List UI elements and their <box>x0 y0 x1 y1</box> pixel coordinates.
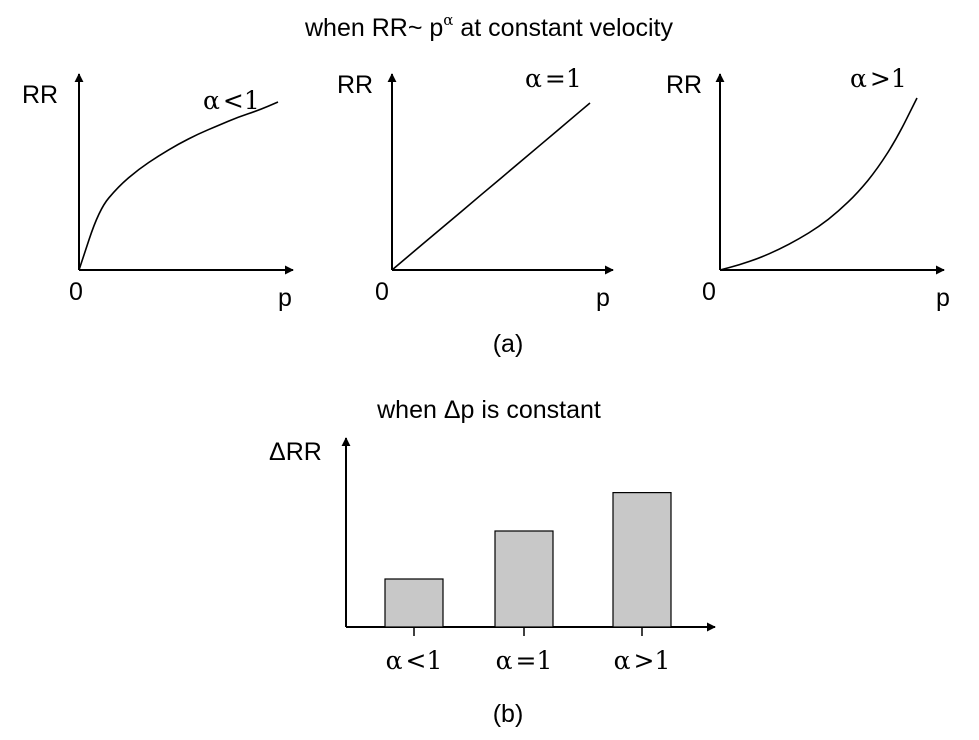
y-axis-label: RR <box>22 81 58 109</box>
origin-label: 0 <box>375 278 389 306</box>
bar <box>494 530 554 628</box>
panel-2: RR p 0 α =1 <box>337 64 614 312</box>
panel-1: RR p 0 α <1 <box>22 73 294 312</box>
series-line <box>78 101 279 271</box>
bar <box>384 578 444 628</box>
y-axis-label: RR <box>337 71 373 99</box>
x-axis-label: p <box>278 284 292 312</box>
alpha-annotation: α =1 <box>525 64 582 93</box>
bar <box>612 492 672 628</box>
x-tick-label: α >1 <box>614 646 671 675</box>
series-line <box>391 102 591 271</box>
y-axis-label: ΔRR <box>269 438 322 466</box>
x-axis-label: p <box>596 284 610 312</box>
origin-label: 0 <box>702 278 716 306</box>
title-b: when Δp is constant <box>376 396 601 424</box>
panel-3: RR p 0 α >1 <box>666 64 950 312</box>
origin-label: 0 <box>69 278 83 306</box>
caption-b: (b) <box>493 700 524 728</box>
bar-chart: ΔRR α <1 α =1 α >1 <box>269 437 716 675</box>
alpha-annotation: α >1 <box>850 64 907 93</box>
y-axis-label: RR <box>666 71 702 99</box>
alpha-annotation: α <1 <box>203 86 260 115</box>
series-line <box>719 97 918 271</box>
x-tick-label: α <1 <box>386 646 443 675</box>
x-axis-label: p <box>936 284 950 312</box>
x-tick-label: α =1 <box>496 646 553 675</box>
panels-a: RR p 0 α <1 RR p 0 α =1 RR p 0 α >1 <box>22 64 950 312</box>
caption-a: (a) <box>493 330 524 358</box>
title-a: when RR~ pα at constant velocity <box>304 11 673 42</box>
